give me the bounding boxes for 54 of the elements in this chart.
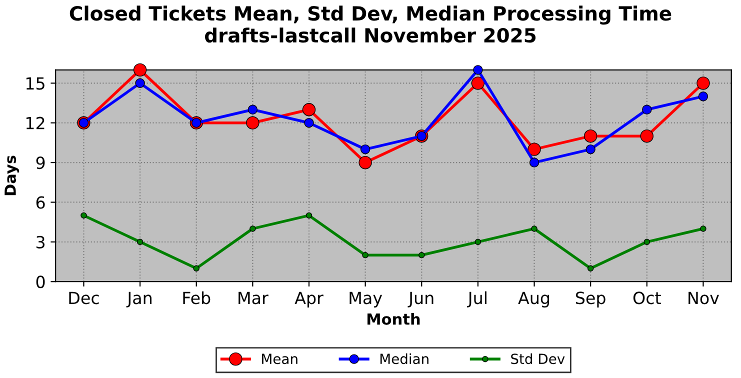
point — [696, 76, 710, 90]
y-tick-label: 6 — [36, 196, 45, 209]
point — [193, 265, 200, 272]
x-tick-label: Jun — [408, 292, 434, 308]
y-tick-label: 12 — [26, 116, 44, 130]
point — [644, 238, 650, 246]
point — [362, 252, 368, 258]
x-tick-label: Jul — [467, 291, 486, 308]
x-tick-label: Oct — [633, 292, 661, 304]
legend-label: Median — [380, 353, 428, 364]
point — [528, 142, 541, 156]
point — [136, 238, 144, 246]
x-tick-label: Nov — [688, 292, 719, 304]
y-tick-label: 9 — [36, 156, 45, 170]
point — [584, 129, 598, 143]
point — [471, 76, 485, 90]
x-tick-label: Sep — [576, 292, 606, 308]
point — [360, 144, 370, 154]
y-tick-label: 3 — [36, 236, 45, 248]
point — [529, 158, 540, 168]
point — [640, 129, 654, 143]
point — [473, 65, 483, 75]
y-tick-label: 15 — [26, 77, 44, 90]
x-tick-label: Jan — [126, 292, 152, 308]
point — [246, 116, 260, 130]
point — [358, 156, 372, 170]
y-axis-title: Days — [4, 156, 20, 196]
x-tick-label: May — [350, 292, 382, 308]
point — [642, 104, 652, 114]
point — [698, 92, 708, 102]
point — [302, 103, 316, 116]
x-tick-label: Mar — [238, 292, 268, 304]
x-axis-title: Month — [368, 313, 420, 325]
legend-label: Std Dev — [511, 353, 565, 364]
point — [586, 144, 596, 154]
x-tick-label: Aug — [518, 292, 550, 308]
chart-title: Closed Tickets Mean, Std Dev, Median Processing Time drafts-lastcall November 2025 — [70, 6, 672, 43]
point — [531, 226, 538, 232]
point — [80, 212, 87, 219]
x-tick-label: Feb — [183, 291, 210, 304]
point — [474, 238, 482, 246]
point — [700, 226, 706, 232]
point — [306, 212, 312, 219]
point — [248, 104, 258, 114]
legend-label: Mean — [262, 354, 298, 364]
point — [133, 63, 147, 77]
point — [304, 118, 314, 128]
point — [135, 78, 145, 88]
x-tick-label: Dec — [69, 292, 99, 304]
y-tick-label: 0 — [36, 276, 45, 288]
x-tick-label: Apr — [294, 292, 324, 308]
point — [250, 226, 256, 232]
point — [418, 252, 425, 258]
point — [587, 265, 594, 272]
